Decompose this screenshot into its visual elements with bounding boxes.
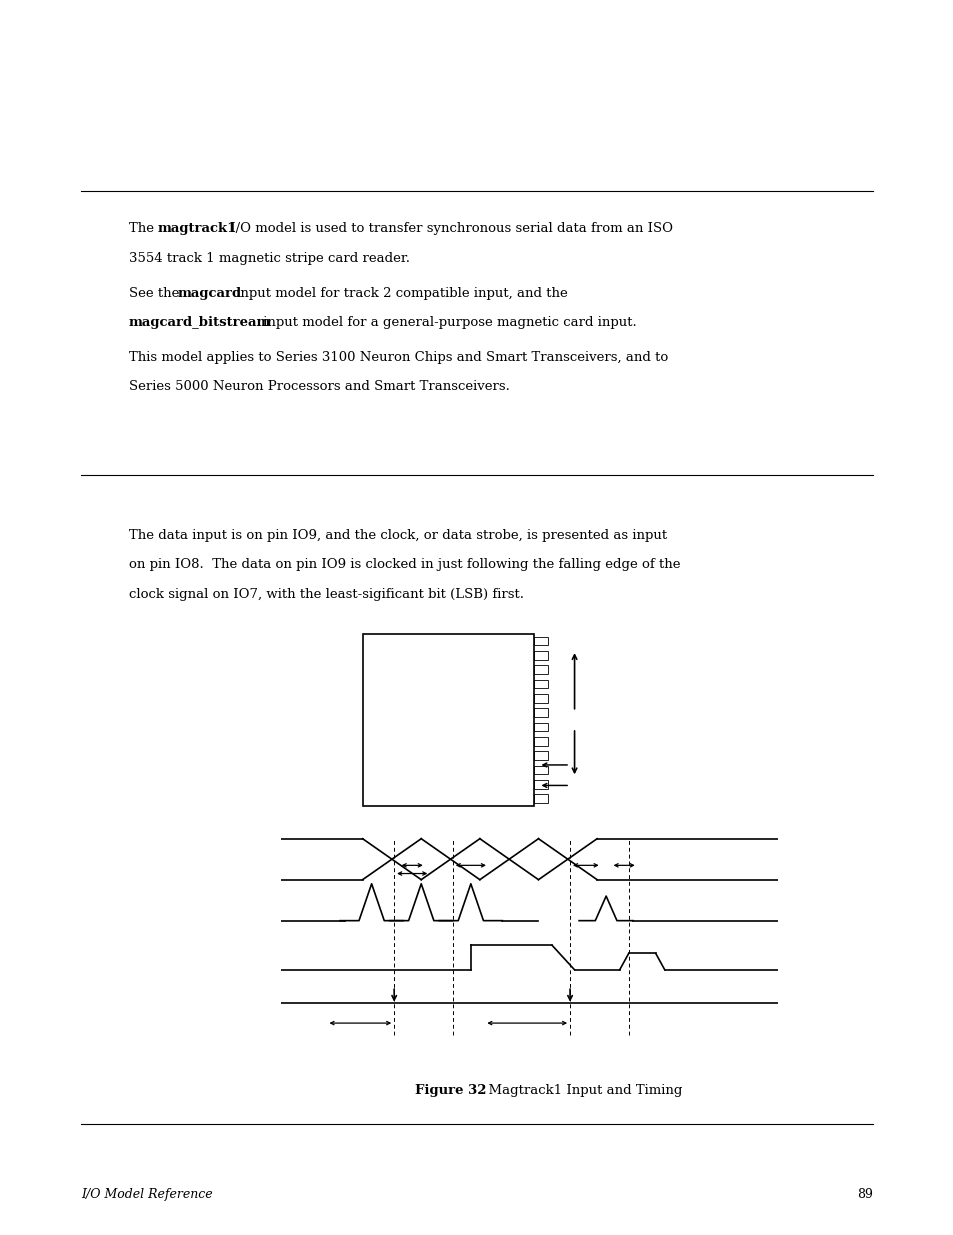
Text: This model applies to Series 3100 Neuron Chips and Smart Transceivers, and to: This model applies to Series 3100 Neuron… <box>129 351 667 364</box>
Bar <box>534 637 547 646</box>
Text: . Magtrack1 Input and Timing: . Magtrack1 Input and Timing <box>479 1084 681 1098</box>
Bar <box>534 766 547 774</box>
Bar <box>534 751 547 760</box>
Text: The data input is on pin IO9, and the clock, or data strobe, is presented as inp: The data input is on pin IO9, and the cl… <box>129 529 666 542</box>
Text: clock signal on IO7, with the least-sigificant bit (LSB) first.: clock signal on IO7, with the least-sigi… <box>129 588 523 601</box>
Text: magcard: magcard <box>177 287 241 300</box>
Text: 3554 track 1 magnetic stripe card reader.: 3554 track 1 magnetic stripe card reader… <box>129 252 410 266</box>
Bar <box>534 679 547 688</box>
Text: magcard_bitstream: magcard_bitstream <box>129 316 271 330</box>
Text: See the: See the <box>129 287 183 300</box>
Bar <box>362 634 534 806</box>
Text: magtrack1: magtrack1 <box>157 222 236 236</box>
Text: input model for a general-purpose magnetic card input.: input model for a general-purpose magnet… <box>259 316 637 330</box>
Text: on pin IO8.  The data on pin IO9 is clocked in just following the falling edge o: on pin IO8. The data on pin IO9 is clock… <box>129 558 679 572</box>
Text: I/O model is used to transfer synchronous serial data from an ISO: I/O model is used to transfer synchronou… <box>226 222 673 236</box>
Text: Figure 32: Figure 32 <box>415 1084 486 1098</box>
Bar <box>534 709 547 718</box>
Bar <box>534 722 547 731</box>
Text: input model for track 2 compatible input, and the: input model for track 2 compatible input… <box>232 287 567 300</box>
Bar <box>534 781 547 789</box>
Text: Series 5000 Neuron Processors and Smart Transceivers.: Series 5000 Neuron Processors and Smart … <box>129 380 509 394</box>
Bar <box>534 651 547 659</box>
Text: I/O Model Reference: I/O Model Reference <box>81 1188 213 1202</box>
Text: The: The <box>129 222 158 236</box>
Bar <box>534 694 547 703</box>
Text: 89: 89 <box>856 1188 872 1202</box>
Bar <box>534 737 547 746</box>
Bar <box>534 794 547 803</box>
Bar <box>534 666 547 674</box>
